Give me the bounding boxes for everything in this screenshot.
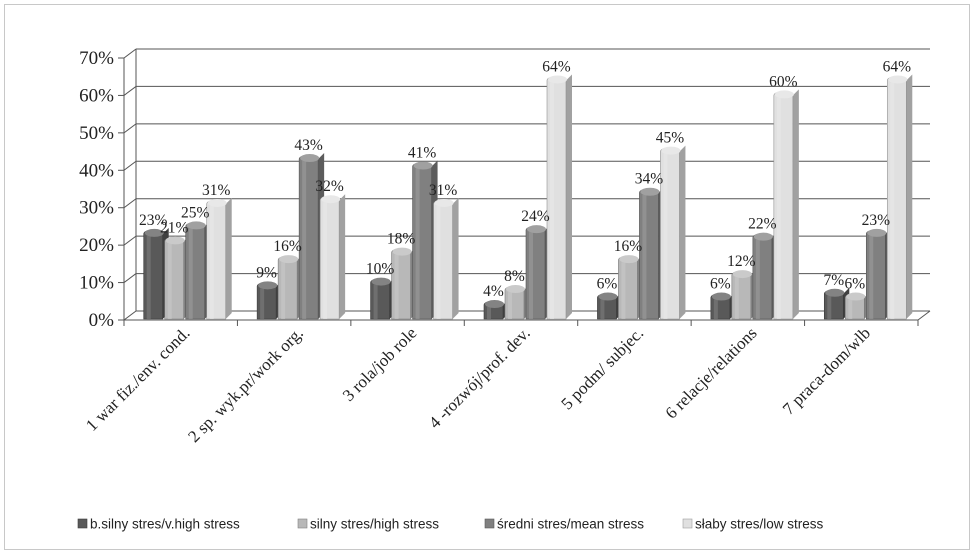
category-label: 6 relacje/relations xyxy=(661,323,760,422)
y-tick-label: 60% xyxy=(79,85,114,106)
gridline-depth xyxy=(123,310,137,321)
bar xyxy=(546,74,572,320)
data-label: 60% xyxy=(769,73,798,90)
data-label: 64% xyxy=(542,58,571,75)
data-label: 64% xyxy=(883,58,912,75)
bar xyxy=(660,145,686,320)
gridline-depth xyxy=(123,198,137,209)
legend-swatch xyxy=(297,518,308,529)
bar xyxy=(886,74,913,320)
data-label: 16% xyxy=(614,238,643,255)
bar xyxy=(206,197,232,320)
y-tick-label: 40% xyxy=(79,160,114,181)
bar xyxy=(319,194,346,320)
legend-item: b.silny stres/v.high stress xyxy=(77,517,240,532)
data-label: 45% xyxy=(656,130,685,147)
legend-swatch xyxy=(77,518,88,529)
data-label: 21% xyxy=(160,219,189,236)
data-label: 12% xyxy=(727,253,756,270)
legend-label: silny stres/high stress xyxy=(310,517,439,532)
data-label: 8% xyxy=(504,268,525,285)
gridline-depth xyxy=(123,48,137,59)
data-label: 34% xyxy=(635,171,664,188)
data-label: 23% xyxy=(139,212,168,229)
category-label: 7 praca-dom/wlb xyxy=(779,323,874,418)
data-label: 24% xyxy=(521,208,550,225)
y-tick-label: 0% xyxy=(89,310,115,331)
data-label: 18% xyxy=(387,231,416,248)
gridline-depth xyxy=(123,86,137,96)
data-label: 25% xyxy=(181,204,210,221)
x-axis-categories: 1 war fiz./env. cond.2 sp. wyk.pr/work o… xyxy=(82,320,919,446)
legend-label: słaby stres/low stress xyxy=(695,517,824,532)
data-label: 4% xyxy=(483,283,504,300)
y-axis: 0% 10% 20% 30% 40% 50% 60% 70% xyxy=(79,48,931,331)
gridline-depth xyxy=(123,235,137,246)
bar xyxy=(433,197,459,320)
category-label: 3 rola/job role xyxy=(339,323,421,405)
legend-swatch xyxy=(484,518,495,529)
data-label: 9% xyxy=(256,264,277,281)
data-label: 10% xyxy=(366,261,395,278)
data-label: 41% xyxy=(408,145,437,162)
data-label: 31% xyxy=(429,182,458,199)
gridline-depth xyxy=(123,273,137,283)
legend-item: średni stres/mean stress xyxy=(484,517,644,532)
bar xyxy=(823,287,850,320)
y-tick-label: 30% xyxy=(79,198,114,219)
legend-label: b.silny stres/v.high stress xyxy=(90,517,240,532)
gridline-depth xyxy=(123,123,137,134)
data-label: 6% xyxy=(844,276,865,293)
y-tick-label: 10% xyxy=(79,273,114,294)
data-label: 22% xyxy=(748,216,777,233)
data-label: 6% xyxy=(710,276,731,293)
data-label: 6% xyxy=(597,276,618,293)
data-label: 31% xyxy=(202,182,231,199)
data-label: 32% xyxy=(315,178,344,195)
legend-label: średni stres/mean stress xyxy=(497,517,644,532)
floor-edge xyxy=(917,310,931,321)
legend: b.silny stres/v.high stress silny stres/h… xyxy=(77,517,824,532)
bars xyxy=(143,74,913,320)
data-label: 23% xyxy=(862,212,891,229)
bar xyxy=(298,153,325,320)
legend-item: słaby stres/low stress xyxy=(682,517,824,532)
legend-item: silny stres/high stress xyxy=(297,517,439,532)
y-tick-label: 70% xyxy=(79,48,114,69)
data-labels: 23%21%25%31%9%16%43%32%10%18%41%31%4%8%2… xyxy=(139,58,911,300)
category-label: 4 -rozwój/prof. dev. xyxy=(425,323,534,432)
y-tick-label: 50% xyxy=(79,123,114,144)
gridline-depth xyxy=(123,160,137,171)
category-label: 2 sp. wyk.pr/work org. xyxy=(184,323,307,446)
bar xyxy=(773,89,799,320)
data-label: 7% xyxy=(823,272,844,289)
y-tick-label: 20% xyxy=(79,235,114,256)
category-label: 1 war fiz./env. cond. xyxy=(82,323,193,434)
category-label: 5 podm/ subjec. xyxy=(557,323,647,413)
data-label: 16% xyxy=(273,238,302,255)
data-label: 43% xyxy=(294,137,323,154)
legend-swatch xyxy=(682,518,693,529)
bar xyxy=(504,284,530,320)
